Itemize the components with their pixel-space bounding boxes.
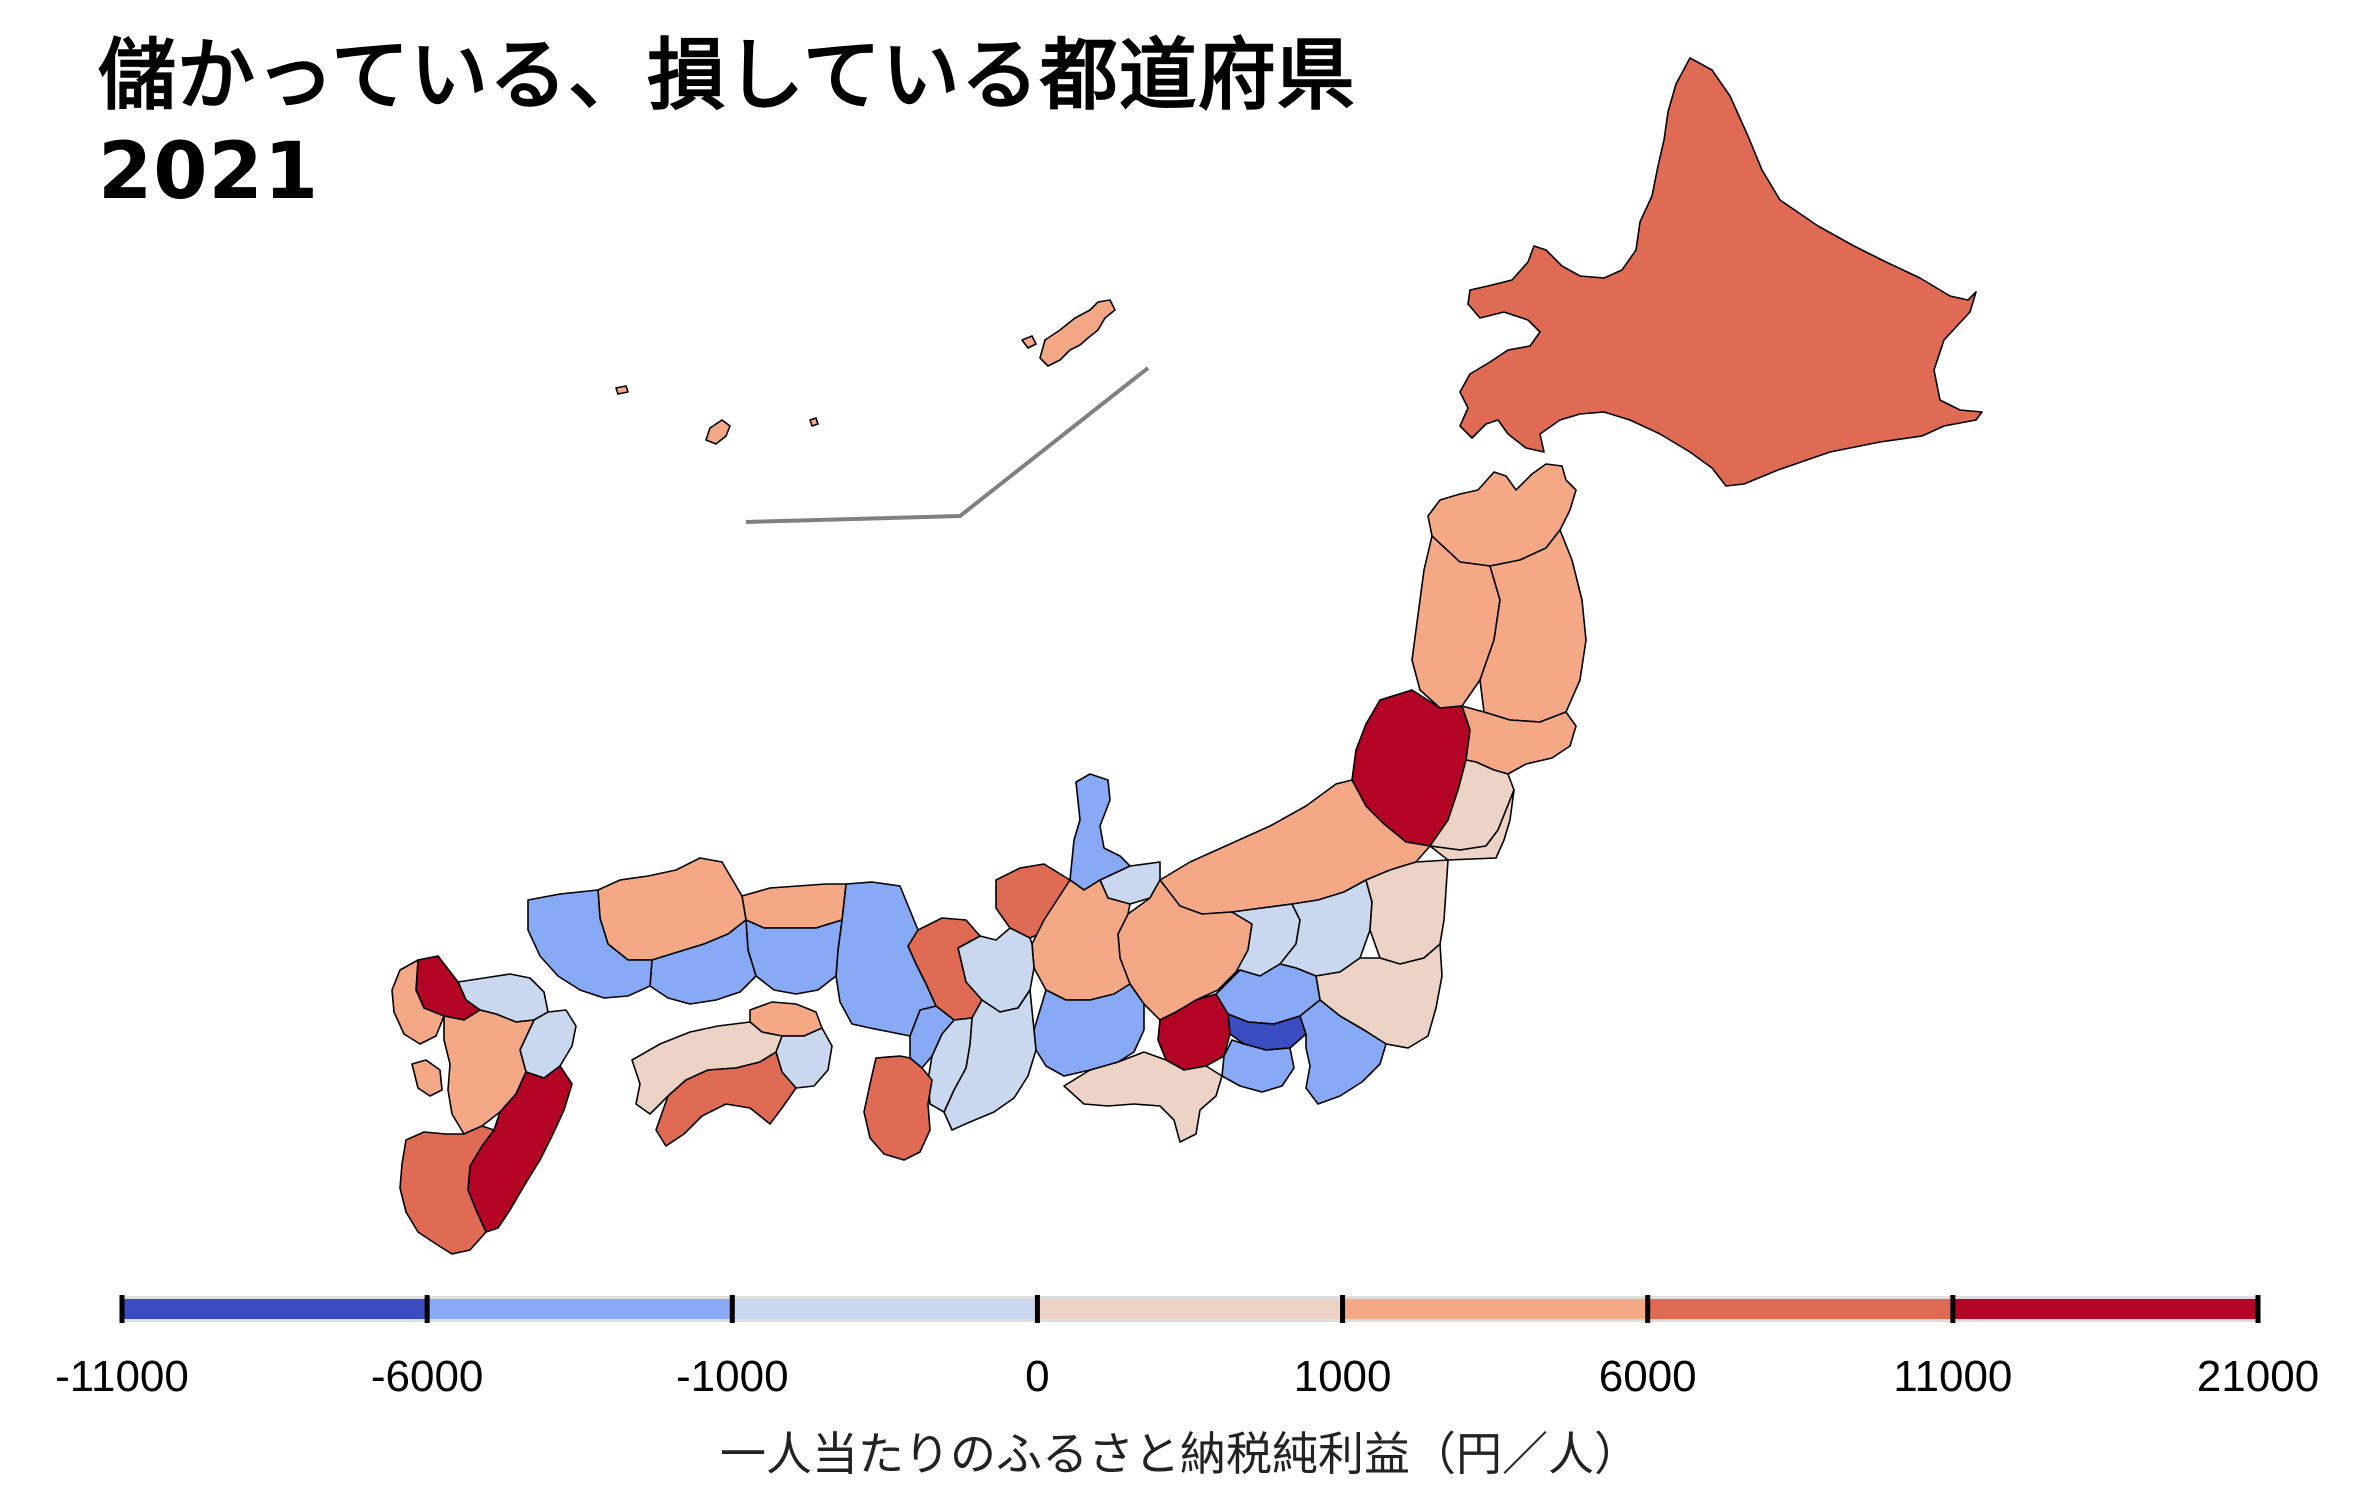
region-yamanashi — [1157, 993, 1231, 1071]
colorbar-ticks — [119, 1295, 2261, 1323]
region-tokyo — [1227, 1013, 1307, 1051]
region-yamaguchi — [527, 889, 653, 999]
region-wakayama — [863, 1055, 933, 1161]
region-okinawa — [1039, 299, 1116, 367]
colorbar-segment — [732, 1299, 1038, 1319]
region-okinawa-island-2 — [705, 419, 731, 445]
region-okinawa-island-4 — [809, 417, 819, 427]
region-shizuoka — [1063, 1051, 1223, 1143]
region-okinawa-island-1 — [1021, 335, 1037, 349]
colorbar-segment — [1952, 1299, 2258, 1319]
region-iwate — [1479, 529, 1587, 723]
region-kochi — [655, 1051, 797, 1147]
region-gifu — [1031, 879, 1131, 1001]
region-nagasaki-islands — [411, 1059, 443, 1097]
region-kanagawa — [1221, 1039, 1295, 1093]
region-osaka — [909, 1005, 955, 1069]
region-okinawa-island-3 — [615, 385, 629, 395]
map-title: 儲かっている、損している都道府県 2021 — [98, 28, 1356, 220]
region-chiba — [1299, 999, 1387, 1105]
region-aichi — [1033, 983, 1145, 1077]
title-line-1: 儲かっている、損している都道府県 — [98, 31, 1356, 121]
title-line-2: 2021 — [98, 127, 320, 217]
region-ishikawa — [1069, 773, 1131, 891]
region-hokkaido — [1459, 57, 1983, 487]
colorbar-label: 一人当たりのふるさと納税純利益（円／人） — [720, 1427, 1640, 1481]
colorbar-segment — [427, 1299, 733, 1319]
region-fukushima-south — [1429, 789, 1515, 861]
colorbar-segment — [1037, 1299, 1343, 1319]
colorbar-segments — [122, 1299, 2258, 1319]
colorbar-segment — [122, 1299, 428, 1319]
region-kagoshima — [399, 1125, 495, 1255]
inset-divider-line — [745, 366, 1150, 524]
colorbar-segment — [1647, 1299, 1953, 1319]
okinawa-inset — [615, 299, 1150, 524]
colorbar-segment — [1342, 1299, 1648, 1319]
region-nagasaki — [391, 959, 445, 1045]
region-hiroshima — [649, 919, 757, 1005]
